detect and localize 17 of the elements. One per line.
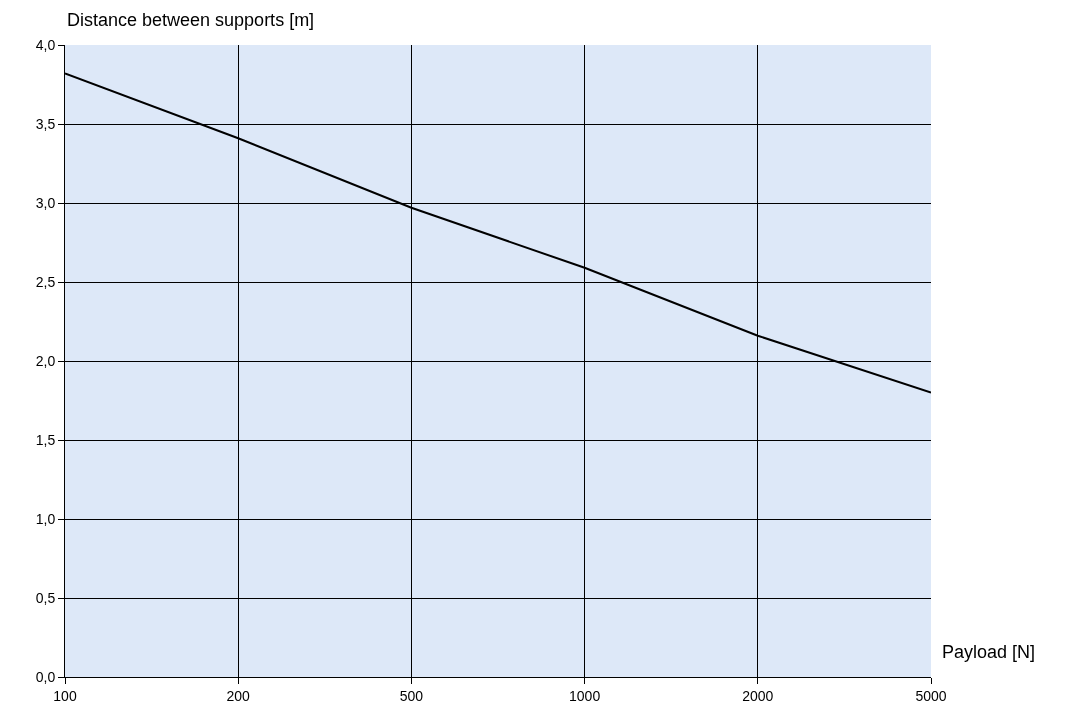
- y-tick-label: 1,0: [35, 510, 56, 527]
- x-tick-label: 2000: [742, 687, 774, 704]
- y-tick-label: 3,5: [35, 115, 56, 132]
- y-tick-label: 1,5: [35, 431, 56, 448]
- y-tick-label: 4,0: [35, 36, 56, 53]
- y-tick-label: 3,0: [35, 194, 56, 211]
- x-axis-title: Payload [N]: [942, 642, 1036, 662]
- x-tick-label: 5000: [915, 687, 947, 704]
- x-tick-label: 100: [53, 687, 77, 704]
- x-tick-label: 500: [399, 687, 424, 704]
- x-tick-label: 1000: [569, 687, 601, 704]
- y-tick-label: 0,5: [35, 589, 56, 606]
- y-tick-label: 2,0: [35, 352, 56, 369]
- x-tick-label: 200: [226, 687, 251, 704]
- y-tick-label: 0,0: [35, 668, 56, 685]
- y-axis-title: Distance between supports [m]: [67, 10, 315, 30]
- y-tick-label: 2,5: [35, 273, 56, 290]
